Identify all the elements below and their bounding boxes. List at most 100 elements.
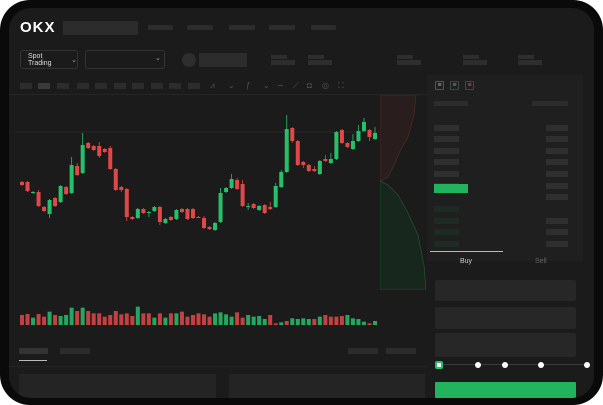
- bid-price: [434, 218, 459, 224]
- candle-body: [317, 161, 322, 174]
- timeframe-button[interactable]: [38, 83, 50, 89]
- volume-bar: [80, 307, 85, 325]
- volume-bar: [25, 314, 30, 325]
- timeframe-button[interactable]: [151, 83, 163, 89]
- candle-body: [31, 192, 36, 193]
- slider-step-25[interactable]: [475, 362, 481, 368]
- okx-logo: OKX: [20, 19, 56, 36]
- total-input[interactable]: [435, 333, 576, 357]
- candle-body: [334, 132, 339, 159]
- nav-item[interactable]: [187, 25, 213, 30]
- tab-sell[interactable]: Sell: [535, 258, 547, 265]
- ask-price: [434, 171, 459, 177]
- orderbook-sell-icon[interactable]: ≡: [465, 81, 474, 90]
- volume-bar: [229, 316, 234, 325]
- filter-button[interactable]: [348, 348, 378, 354]
- candle: [268, 202, 273, 210]
- nav-item[interactable]: [148, 25, 173, 30]
- candle-body: [196, 217, 201, 218]
- volume-bar: [284, 321, 289, 325]
- volume-bar: [190, 315, 195, 325]
- candle-body: [179, 209, 184, 212]
- candle-body: [86, 143, 91, 148]
- candle: [152, 206, 157, 212]
- nav-item[interactable]: [229, 25, 255, 30]
- candle-body: [113, 169, 118, 190]
- candle: [240, 180, 245, 207]
- timeframe-button[interactable]: [114, 83, 126, 89]
- ask-amount: [546, 159, 568, 165]
- nav-item[interactable]: [311, 25, 336, 30]
- buy-button[interactable]: [435, 382, 576, 398]
- nav-item[interactable]: [269, 25, 295, 30]
- ask-amount: [546, 148, 568, 154]
- candle-body: [141, 209, 146, 213]
- pair-dropdown[interactable]: ⌄: [85, 50, 165, 69]
- spot-trading-button[interactable]: Spot Trading ⌄: [20, 50, 78, 69]
- orderbook-price-header: [434, 101, 468, 106]
- divider: [9, 366, 429, 367]
- percent-slider[interactable]: [439, 364, 587, 365]
- ruler-icon[interactable]: ⟋: [293, 81, 299, 90]
- chevron-down-icon[interactable]: ⌄: [263, 81, 270, 90]
- candle-body: [202, 218, 207, 228]
- candle: [290, 127, 295, 143]
- candle-type-icon[interactable]: ⩘: [210, 81, 215, 90]
- tab-open-orders[interactable]: [19, 348, 48, 354]
- volume-bar: [356, 319, 361, 325]
- stat-label: [271, 55, 287, 59]
- settings-icon[interactable]: ◎: [322, 81, 329, 90]
- last-price: [434, 184, 468, 193]
- candle: [69, 157, 74, 194]
- camera-icon[interactable]: ◘: [307, 81, 312, 90]
- candle: [36, 190, 41, 207]
- slider-handle[interactable]: [435, 361, 443, 369]
- tab-order-history[interactable]: [60, 348, 90, 354]
- candle: [284, 115, 289, 173]
- slider-step-100[interactable]: [584, 362, 590, 368]
- candle-body: [124, 189, 129, 217]
- candle: [47, 199, 52, 218]
- timeframe-button[interactable]: [57, 83, 69, 89]
- chevron-down-icon[interactable]: ⌄: [228, 81, 235, 90]
- bid-amount: [546, 229, 568, 235]
- orderbook-amount-header: [532, 101, 568, 106]
- slider-step-50[interactable]: [502, 362, 508, 368]
- filter-button[interactable]: [386, 348, 416, 354]
- candle-body: [251, 204, 256, 208]
- candle: [64, 186, 69, 195]
- volume-bar: [317, 316, 322, 325]
- orderbook-both-icon[interactable]: ≡: [435, 81, 444, 90]
- line-icon[interactable]: ∼: [277, 81, 284, 90]
- spot-trading-label: Spot Trading: [28, 52, 52, 67]
- timeframe-button[interactable]: [169, 83, 181, 89]
- orderbook-buy-icon[interactable]: ≡: [450, 81, 459, 90]
- candle-body: [312, 169, 317, 171]
- volume-bar: [185, 316, 190, 325]
- price-input[interactable]: [435, 280, 576, 301]
- search-input[interactable]: [63, 21, 138, 35]
- candle: [80, 133, 85, 174]
- timeframe-button[interactable]: [132, 83, 144, 89]
- amount-input[interactable]: [435, 307, 576, 329]
- timeframe-button[interactable]: [77, 83, 89, 89]
- candle-body: [152, 207, 157, 211]
- timeframe-button[interactable]: [20, 83, 32, 89]
- timeframe-button[interactable]: [95, 83, 107, 89]
- volume-bar: [20, 315, 24, 325]
- candle: [190, 208, 195, 219]
- candlestick-chart[interactable]: [9, 8, 429, 338]
- timeframe-button[interactable]: [188, 83, 200, 89]
- volume-bar: [323, 315, 328, 325]
- volume-bar: [86, 311, 91, 325]
- candle-body: [290, 128, 295, 141]
- tab-buy[interactable]: Buy: [460, 258, 473, 265]
- fullscreen-icon[interactable]: ⛶: [338, 81, 344, 90]
- candle: [229, 174, 234, 189]
- candle: [25, 181, 30, 192]
- candle-body: [240, 184, 245, 206]
- slider-step-75[interactable]: [538, 362, 544, 368]
- volume-bar: [218, 312, 223, 325]
- tab-underline: [19, 360, 47, 361]
- indicator-icon[interactable]: ƒ: [246, 81, 251, 90]
